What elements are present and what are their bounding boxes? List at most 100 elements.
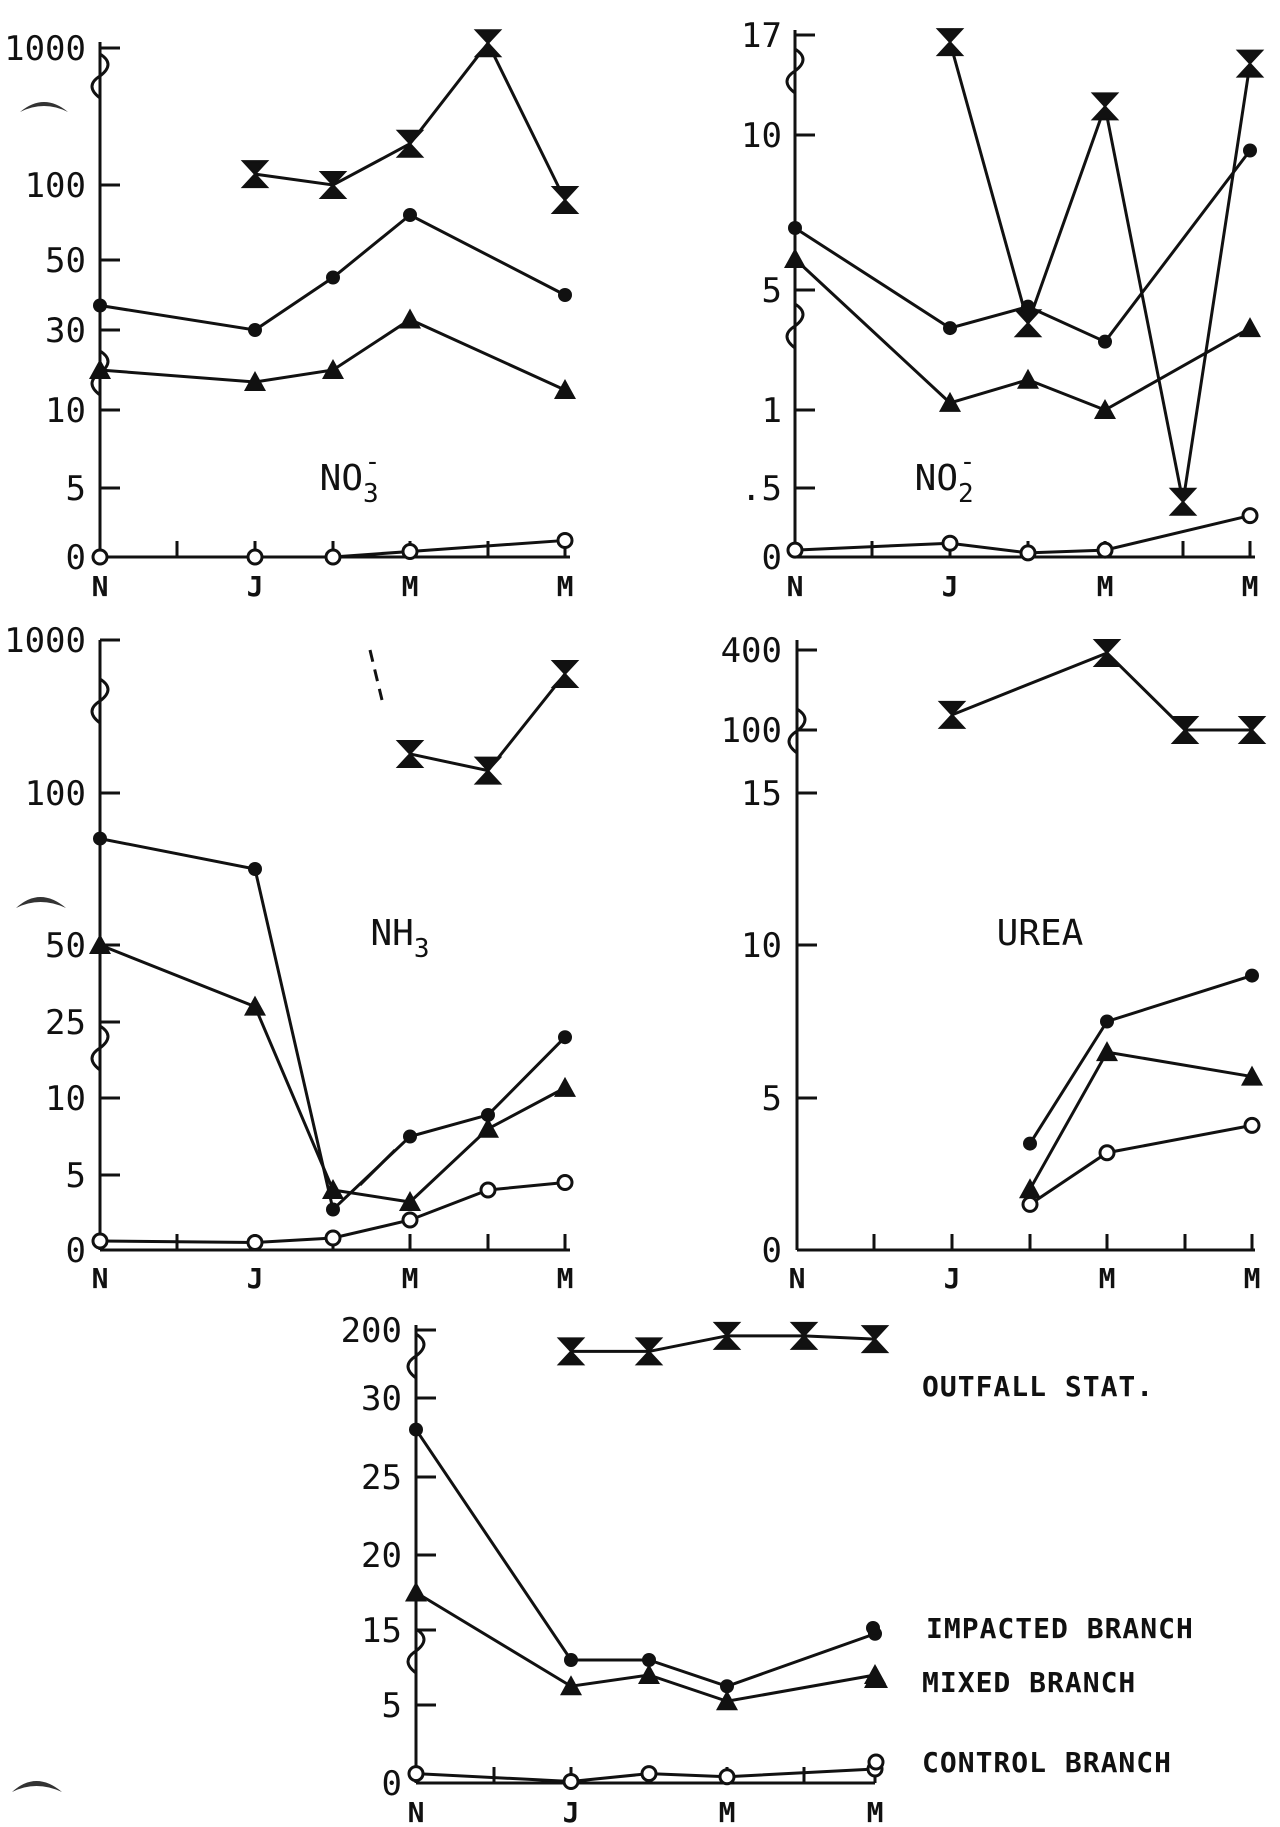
mixed-point (554, 379, 576, 399)
impacted-point (1023, 1136, 1037, 1151)
impacted-point (720, 1679, 734, 1694)
control-point (1241, 507, 1259, 525)
y-tick-label: 25 (45, 1003, 86, 1043)
legend-control-label: CONTROL BRANCH (922, 1746, 1172, 1779)
control-line (99, 1181, 566, 1245)
outfall-point (1090, 92, 1120, 121)
outfall-point (1237, 716, 1267, 744)
no2-panel: 17 10 5 1 .5 0N J M M NO2- (741, 16, 1265, 603)
impacted-point (1100, 1014, 1114, 1029)
x-tick-label: J (247, 1262, 264, 1295)
control-point (718, 1768, 736, 1786)
outfall-point (550, 186, 580, 214)
y-tick-label: 17 (741, 16, 782, 56)
impacted-point (1021, 299, 1035, 314)
outfall-point (860, 1325, 890, 1354)
outfall-dashed-segment (368, 649, 384, 701)
x-tick-label: J (944, 1262, 961, 1295)
outfall-point (550, 659, 580, 688)
y-tick-label: 30 (45, 311, 86, 351)
y-tick-label: 1000 (4, 621, 86, 661)
y-tick-label: 1000 (4, 29, 86, 69)
y-tick-label: 0 (66, 538, 86, 578)
mixed-point (716, 1690, 738, 1711)
control-point (640, 1765, 658, 1783)
y-tick-label: 15 (741, 774, 782, 814)
x-tick-label: J (563, 1796, 580, 1827)
x-tick-label: J (942, 570, 959, 603)
y-tick-label: 5 (382, 1686, 402, 1726)
y-tick-label: 0 (66, 1231, 86, 1271)
mixed-point (322, 359, 344, 379)
y-tick-label: 15 (361, 1611, 402, 1651)
urea-panel: 400 100 15 10 5 0N J M M UREA (721, 631, 1267, 1295)
summary-panel: 200 30 25 20 15 5 0N J M M (341, 1311, 890, 1827)
impacted-point (248, 862, 262, 876)
legend-outfall: OUTFALL STAT. (922, 1370, 1153, 1403)
mixed-point (638, 1664, 660, 1684)
x-tick-label: N (789, 1262, 806, 1295)
mixed-point (89, 359, 111, 379)
mixed-line (1028, 1050, 1253, 1190)
outfall-point (556, 1337, 586, 1366)
y-tick-label: 200 (341, 1311, 402, 1351)
outfall-line (254, 40, 567, 201)
legend-mixed: MIXED BRANCH (864, 1666, 1135, 1699)
control-point (401, 1211, 419, 1229)
axis-break-0 (406, 1627, 426, 1675)
control-point (246, 548, 264, 566)
impacted-point (326, 1202, 340, 1217)
legend-impacted-label: IMPACTED BRANCH (926, 1612, 1194, 1645)
mixed-point (939, 391, 961, 412)
outfall-point (1168, 487, 1198, 516)
mixed-line (99, 943, 566, 1204)
mixed-point (322, 1179, 344, 1199)
control-point (324, 1229, 342, 1247)
control-point (479, 1181, 497, 1199)
legend: OUTFALL STAT. IMPACTED BRANCH MIXED BRAN… (864, 1370, 1194, 1779)
outfall-point (634, 1337, 664, 1366)
impacted-connector-segment (358, 1148, 397, 1187)
y-tick-label: 0 (382, 1764, 402, 1804)
impacted-point (558, 288, 572, 302)
impacted-point (558, 1030, 572, 1045)
x-tick-label: M (1097, 570, 1114, 603)
legend-mixed-marker (864, 1666, 888, 1688)
mixed-point (89, 934, 111, 954)
outfall-point (318, 171, 348, 199)
impacted-point (788, 221, 802, 235)
y-tick-label: 5 (66, 1156, 86, 1196)
outfall-point (473, 756, 503, 785)
y-tick-label: 10 (45, 1079, 86, 1119)
control-point (786, 541, 804, 559)
x-tick-label: M (557, 1262, 574, 1295)
outfall-point (712, 1321, 742, 1350)
outfall-point (935, 28, 965, 57)
control-point (91, 548, 109, 566)
outfall-point (1235, 49, 1265, 78)
mixed-point (784, 248, 806, 268)
mixed-point (399, 1191, 421, 1211)
outfall-point (395, 129, 425, 158)
outfall-point (395, 739, 425, 768)
control-point (1021, 1195, 1039, 1213)
mixed-point (1239, 317, 1261, 338)
outfall-point (1013, 309, 1043, 338)
control-point (1098, 1144, 1116, 1162)
panel-title: NO3- (320, 447, 381, 509)
x-tick-label: N (92, 1262, 109, 1295)
axis-break-1 (90, 677, 110, 725)
mixed-line (415, 1591, 876, 1703)
outfall-line (951, 651, 1252, 732)
mixed-point (1094, 399, 1116, 419)
impacted-point (481, 1107, 495, 1122)
axis-break-1 (406, 1332, 426, 1380)
mixed-line (99, 317, 566, 392)
control-point (1243, 1116, 1261, 1134)
panel-title: NO2- (915, 447, 976, 509)
x-tick-label: N (408, 1796, 425, 1827)
mixed-point (1241, 1065, 1263, 1086)
impacted-point (1245, 968, 1259, 983)
mixed-point (1019, 1178, 1041, 1199)
